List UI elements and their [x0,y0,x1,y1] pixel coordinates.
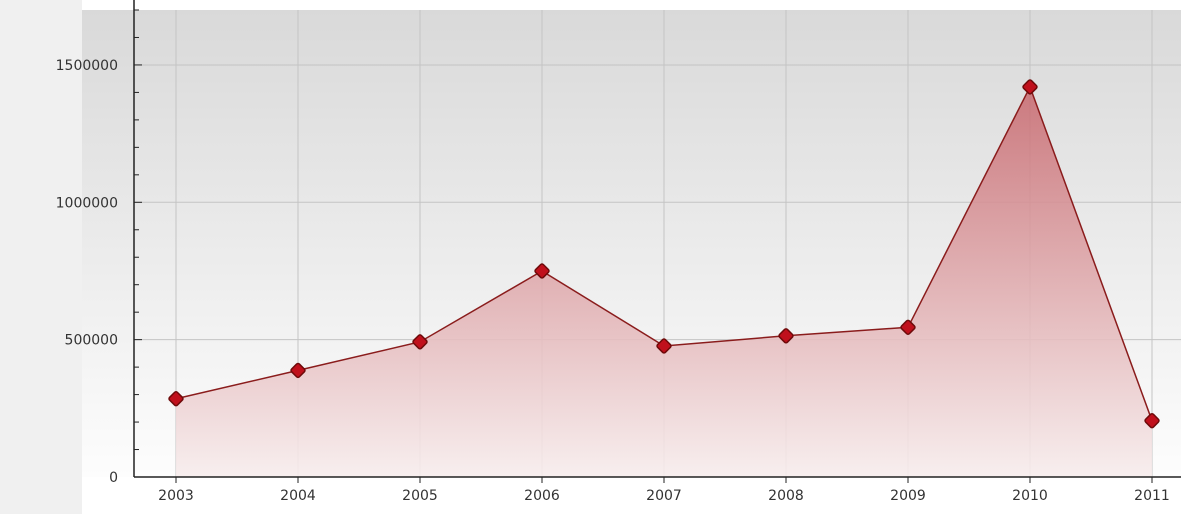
y-tick-label: 500000 [65,333,118,349]
data-point-2005[interactable] [412,334,428,350]
series-area [176,86,1152,477]
x-tick-label: 2008 [768,488,804,504]
x-tick-label: 2006 [524,488,560,504]
marker-layer [168,79,1160,429]
x-tick-label: 2011 [1134,488,1170,504]
x-tick-label: 2003 [158,488,194,504]
x-tick-label: 2010 [1012,488,1048,504]
y-tick-label: 0 [109,470,118,486]
axis-layer [133,0,1181,483]
x-tick-labels: 2003 2004 2005 2006 2007 2008 2009 2010 2011 [158,488,1170,504]
data-point-2007[interactable] [656,338,672,354]
left-panel [0,0,82,514]
data-point-2003[interactable] [168,391,184,407]
x-tick-label: 2005 [402,488,438,504]
area-layer [176,86,1152,477]
data-point-2011[interactable] [1144,412,1160,429]
x-tick-label: 2004 [280,488,316,504]
data-point-2010[interactable] [1022,79,1038,95]
y-tick-labels: 0 500000 1000000 1500000 [56,58,118,486]
data-point-2009[interactable] [900,319,916,336]
y-tick-label: 1000000 [56,195,118,211]
data-point-2004[interactable] [290,362,306,379]
y-tick-label: 1500000 [56,58,118,74]
data-point-2006[interactable] [534,263,550,279]
data-point-2008[interactable] [778,328,794,344]
x-tick-label: 2009 [890,488,926,504]
x-tick-label: 2007 [646,488,682,504]
